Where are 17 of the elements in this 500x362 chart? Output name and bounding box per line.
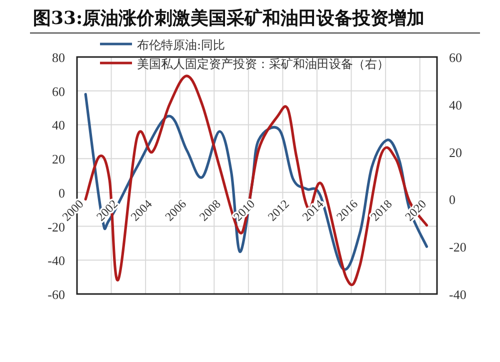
y2-tick-label: 0 [449,192,456,208]
legend-label: 美国私人固定资产投资：采矿和油田设备（右） [137,57,389,71]
y-tick-label: 80 [52,50,65,65]
y2-tick-label: 60 [449,50,462,65]
y-tick-label: 40 [52,118,65,133]
chart-title: 图33:原油涨价刺激美国采矿和油田设备投资增加 [33,8,425,29]
y2-tick-label: 40 [449,97,462,112]
y2-tick-label: -20 [449,240,466,255]
y-tick-label: 20 [52,152,65,167]
y-tick-label: 60 [52,84,65,99]
y-tick-label: -60 [48,287,65,302]
y-tick-label: 0 [58,185,65,200]
y2-tick-label: -40 [449,287,466,302]
y-tick-label: -20 [48,219,65,234]
y2-tick-label: 20 [449,144,462,160]
y-tick-label: -40 [48,253,65,268]
legend-label: 布伦特原油:同比 [137,38,226,52]
